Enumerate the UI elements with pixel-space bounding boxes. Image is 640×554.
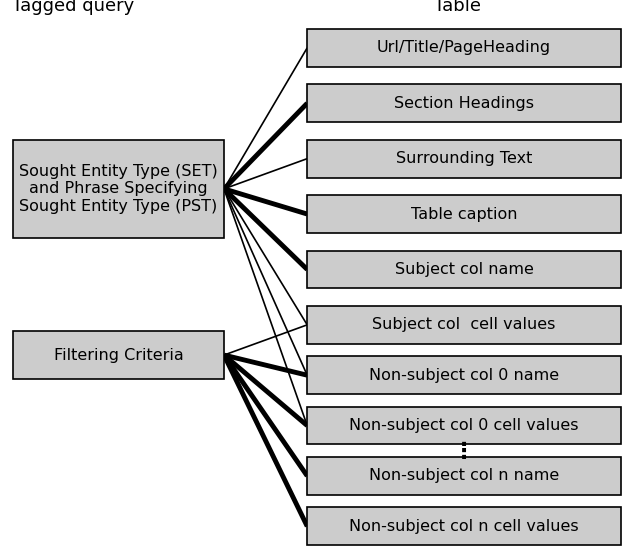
Text: Table: Table bbox=[434, 0, 481, 15]
FancyBboxPatch shape bbox=[307, 140, 621, 177]
Text: Non-subject col 0 name: Non-subject col 0 name bbox=[369, 368, 559, 383]
Text: Table caption: Table caption bbox=[411, 207, 517, 222]
FancyBboxPatch shape bbox=[13, 140, 224, 238]
Text: Filtering Criteria: Filtering Criteria bbox=[54, 347, 183, 362]
FancyBboxPatch shape bbox=[307, 84, 621, 122]
Text: Tagged query: Tagged query bbox=[12, 0, 135, 15]
FancyBboxPatch shape bbox=[13, 331, 224, 379]
FancyBboxPatch shape bbox=[307, 457, 621, 495]
FancyBboxPatch shape bbox=[307, 195, 621, 233]
FancyBboxPatch shape bbox=[307, 507, 621, 545]
Text: ⋮: ⋮ bbox=[453, 442, 475, 462]
Text: Url/Title/PageHeading: Url/Title/PageHeading bbox=[377, 40, 551, 55]
FancyBboxPatch shape bbox=[307, 306, 621, 343]
Text: Surrounding Text: Surrounding Text bbox=[396, 151, 532, 166]
Text: Non-subject col 0 cell values: Non-subject col 0 cell values bbox=[349, 418, 579, 433]
Text: Subject col  cell values: Subject col cell values bbox=[372, 317, 556, 332]
Text: Subject col name: Subject col name bbox=[395, 262, 533, 277]
Text: Non-subject col n cell values: Non-subject col n cell values bbox=[349, 519, 579, 534]
FancyBboxPatch shape bbox=[307, 356, 621, 394]
FancyBboxPatch shape bbox=[307, 407, 621, 444]
Text: Section Headings: Section Headings bbox=[394, 96, 534, 111]
Text: Non-subject col n name: Non-subject col n name bbox=[369, 469, 559, 484]
FancyBboxPatch shape bbox=[307, 29, 621, 66]
Text: Sought Entity Type (SET)
and Phrase Specifying
Sought Entity Type (PST): Sought Entity Type (SET) and Phrase Spec… bbox=[19, 164, 218, 214]
FancyBboxPatch shape bbox=[307, 250, 621, 288]
